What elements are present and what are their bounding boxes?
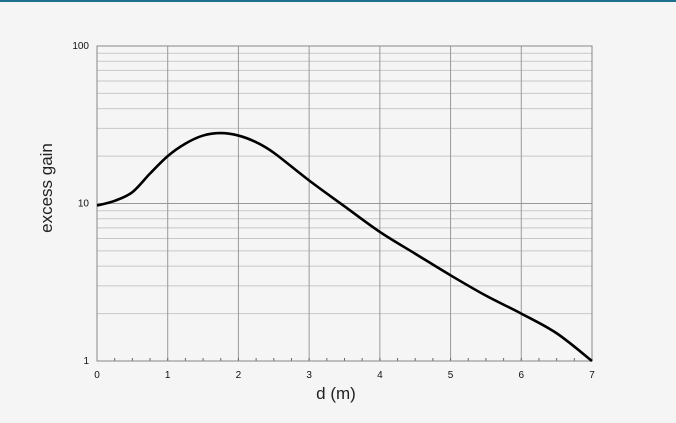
y-tick-label: 100 — [72, 41, 89, 52]
x-tick-label: 0 — [94, 370, 100, 381]
y-tick-label: 1 — [83, 356, 89, 367]
grid — [96, 45, 593, 362]
line-series — [96, 131, 593, 363]
x-tick-label: 1 — [165, 370, 171, 381]
y-tick-labels: 1 10 100 — [72, 41, 89, 367]
x-tick-label: 2 — [236, 370, 242, 381]
x-tick-label: 4 — [377, 370, 383, 381]
data-line — [96, 131, 593, 363]
x-axis-title: d (m) — [316, 384, 356, 403]
x-tick-label: 6 — [519, 370, 525, 381]
plot-area — [96, 45, 593, 362]
x-tick-label: 3 — [306, 370, 312, 381]
y-tick-label: 10 — [78, 199, 90, 210]
plot-border — [96, 45, 593, 362]
x-tick-labels: 0 1 2 3 4 5 6 7 — [94, 370, 595, 381]
x-tick-label: 5 — [448, 370, 454, 381]
x-tick-label: 7 — [589, 370, 595, 381]
y-axis-title: excess gain — [37, 143, 56, 233]
